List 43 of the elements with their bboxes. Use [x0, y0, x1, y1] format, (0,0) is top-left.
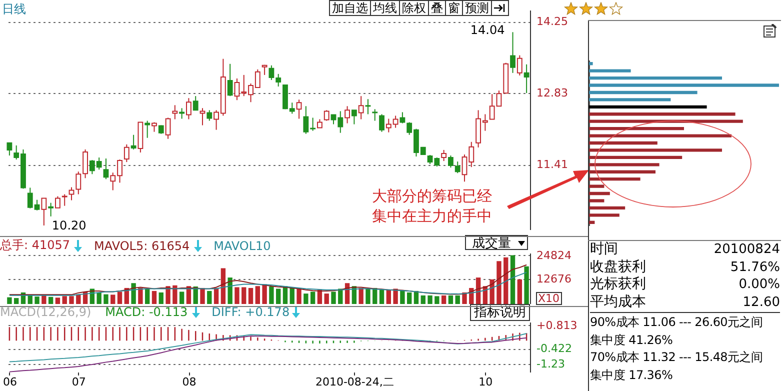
x-tick-label: 10 — [478, 376, 493, 388]
text: 12.60 — [742, 294, 780, 311]
annotation: 预测 — [462, 0, 492, 16]
x-tick-label: 08 — [182, 376, 196, 388]
y-tick-label: +0.813 — [536, 318, 578, 332]
annotation: 叠 — [428, 0, 446, 16]
chart-title: 日线 — [2, 1, 26, 18]
y-tick-label: 12676 — [536, 272, 572, 286]
annotation: 14.04 — [470, 23, 505, 38]
text: 总手: 41057 — [0, 237, 70, 254]
x-tick-label: 2010-08-24,二 — [315, 376, 394, 388]
y-tick-label: 12.83 — [536, 86, 568, 100]
y-tick-label: 14.25 — [536, 15, 568, 28]
text: 集中度 17.36% — [590, 366, 674, 384]
y-tick-label: -0.422 — [536, 342, 572, 356]
text: 成交量 — [465, 235, 528, 251]
text: 时间 — [590, 241, 618, 258]
text: 光标获利 — [590, 276, 646, 294]
annotation: 10.20 — [52, 218, 86, 232]
annotation: 除权 — [399, 0, 429, 16]
text: 51.76% — [730, 258, 780, 276]
text: X10 — [536, 292, 562, 305]
text: MACD: -0.113 — [105, 305, 188, 319]
y-tick-label: 11.41 — [536, 158, 568, 172]
annotation: 大部分的筹码已经集中在主力的手中 — [372, 186, 493, 226]
text: 90%成本 11.06 --- 26.60元之间 — [590, 314, 764, 331]
annotation: 窗 — [445, 0, 463, 16]
annotation: 均线 — [370, 0, 400, 16]
text: 0.00% — [738, 276, 780, 294]
text: MAVOL10 — [214, 238, 271, 252]
y-tick-label: 24824 — [536, 248, 572, 262]
text: 集中度 41.26% — [590, 332, 674, 348]
x-tick-label: 07 — [72, 376, 86, 388]
text: MACD(12,26,9) — [0, 305, 92, 319]
text: 20100824 — [714, 241, 780, 258]
annotation: 加自选 — [329, 0, 371, 16]
text: 平均成本 — [590, 294, 646, 311]
text: DIFF: +0.178 — [212, 305, 290, 319]
y-tick-label: -1.23 — [536, 357, 565, 370]
text: 收盘获利 — [590, 258, 646, 276]
text: MAVOL5: 61654 — [94, 238, 190, 252]
text: 70%成本 11.32 --- 15.48元之间 — [590, 349, 764, 366]
x-tick-label: 06 — [2, 376, 17, 388]
